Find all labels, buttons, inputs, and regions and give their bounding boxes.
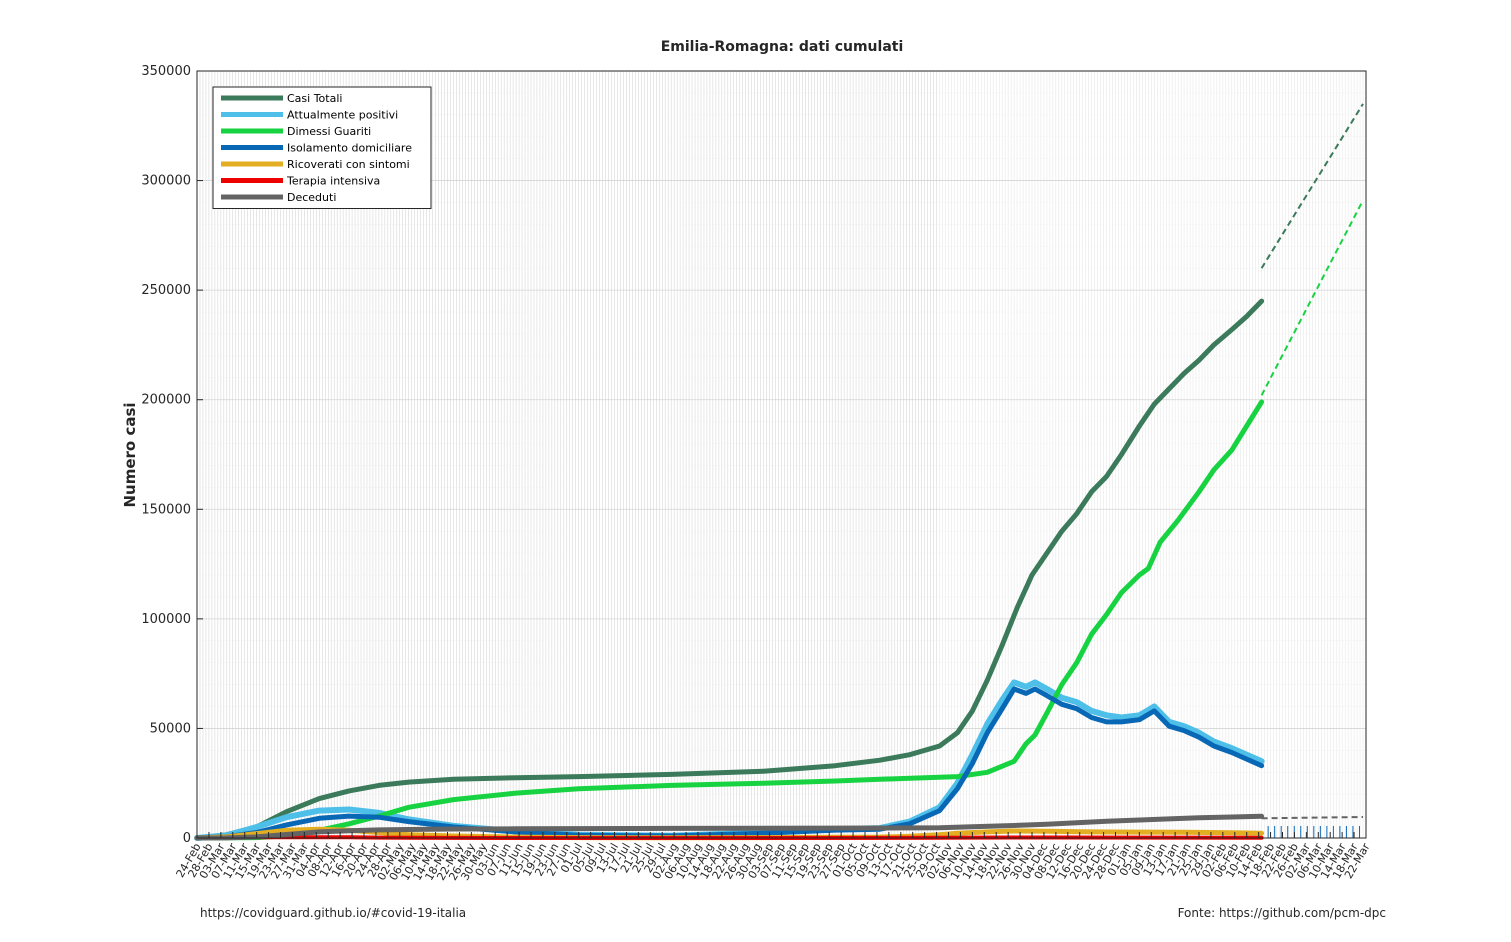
y-tick-label: 300000 (141, 174, 191, 189)
legend-entry: Dimessi Guariti (287, 125, 371, 138)
series-lines (194, 298, 1265, 841)
y-tick-label: 250000 (141, 283, 191, 298)
y-tick-label: 100000 (141, 612, 191, 627)
y-ticks: 0 50000 100000 150000 200000 250000 300000 3500… (141, 64, 203, 846)
series-line-2 (194, 399, 1265, 841)
legend-entry: Deceduti (287, 191, 336, 204)
y-tick-label: 50000 (150, 721, 191, 736)
legend-entry: Ricoverati con sintomi (287, 158, 410, 171)
projection-line-1 (1260, 199, 1364, 396)
y-tick-label: 150000 (141, 502, 191, 517)
x-ticks: 24-Feb28-Feb03-Mar07-Mar11-Mar15-Mar19-M… (174, 832, 1373, 883)
legend-entry: Isolamento domiciliare (287, 142, 412, 155)
y-tick-label: 0 (183, 831, 191, 846)
projection-line-0 (1260, 103, 1364, 269)
series-line-0 (194, 298, 1265, 841)
legend-entry: Attualmente positivi (287, 109, 398, 122)
y-tick-label: 200000 (141, 393, 191, 408)
footer-data-source: Fonte: https://github.com/pcm-dpc (1178, 906, 1386, 920)
legend-entry: Terapia intensiva (286, 175, 380, 188)
legend: Casi Totali Attualmente positivi Dimessi G… (212, 86, 432, 209)
y-axis-label: Numero casi (121, 402, 139, 507)
grid (196, 70, 1367, 839)
y-tick-label: 350000 (141, 64, 191, 79)
chart-title: Emilia-Romagna: dati cumulati (661, 39, 904, 55)
projection-line-2 (1261, 816, 1364, 820)
series-line-6 (194, 813, 1265, 841)
footer-source-url[interactable]: https://covidguard.github.io/#covid-19-i… (200, 906, 466, 920)
series-line-3 (194, 686, 1265, 841)
legend-entry: Casi Totali (287, 92, 342, 105)
